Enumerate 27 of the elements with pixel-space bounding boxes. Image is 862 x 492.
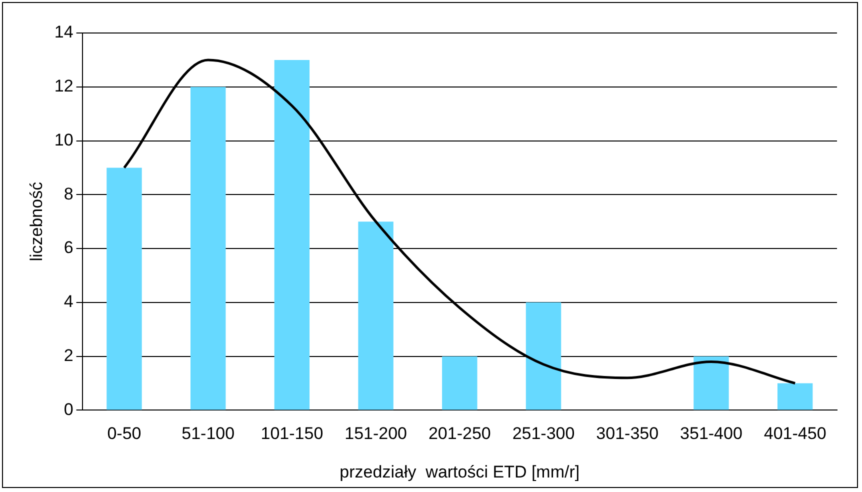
x-tick-label: 151-200 <box>344 424 407 444</box>
x-tick-label: 351-400 <box>680 424 742 444</box>
x-tick-label: 401-450 <box>764 424 826 444</box>
y-tick-label: 6 <box>64 238 74 258</box>
bar <box>190 86 226 410</box>
y-tick-label: 4 <box>64 292 74 312</box>
y-tick-label: 10 <box>54 130 74 150</box>
x-tick-label: 0-50 <box>107 424 142 444</box>
bar <box>442 356 478 410</box>
bar <box>526 302 562 410</box>
x-tick-label: 251-300 <box>512 424 575 444</box>
y-tick-label: 12 <box>54 76 74 96</box>
y-tick-label: 0 <box>64 400 74 419</box>
y-axis-title: liczebność <box>26 181 46 262</box>
bar <box>777 383 813 410</box>
x-axis-title: przedziały wartości ETD [mm/r] <box>340 462 580 482</box>
bar <box>694 356 729 410</box>
bar <box>358 222 394 410</box>
y-tick-label: 14 <box>54 22 74 42</box>
x-tick-label: 51-100 <box>182 424 235 444</box>
bar <box>106 168 142 410</box>
x-tick-label: 201-250 <box>428 424 491 444</box>
x-tick-label: 301-350 <box>596 424 659 444</box>
x-tick-label: 101-150 <box>260 424 324 444</box>
bar <box>274 60 310 410</box>
y-tick-label: 8 <box>64 184 74 204</box>
y-tick-label: 2 <box>64 346 74 365</box>
